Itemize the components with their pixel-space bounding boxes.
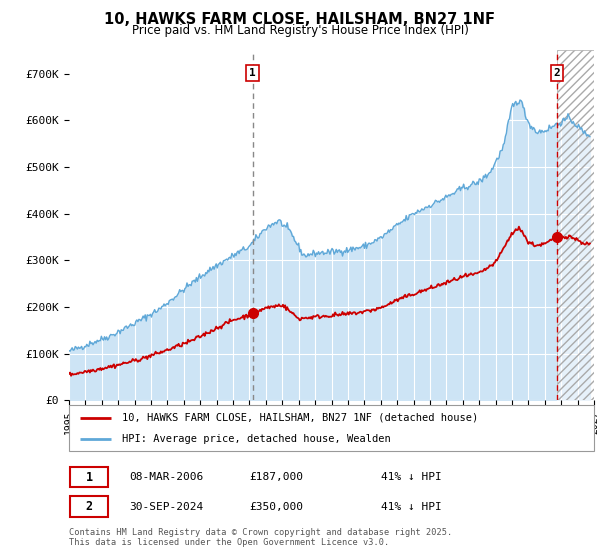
Text: Contains HM Land Registry data © Crown copyright and database right 2025.
This d: Contains HM Land Registry data © Crown c… bbox=[69, 528, 452, 547]
Text: 10, HAWKS FARM CLOSE, HAILSHAM, BN27 1NF (detached house): 10, HAWKS FARM CLOSE, HAILSHAM, BN27 1NF… bbox=[121, 413, 478, 423]
Text: 1: 1 bbox=[249, 68, 256, 78]
Text: 41% ↓ HPI: 41% ↓ HPI bbox=[381, 472, 442, 482]
Text: HPI: Average price, detached house, Wealden: HPI: Average price, detached house, Weal… bbox=[121, 435, 390, 444]
Text: 41% ↓ HPI: 41% ↓ HPI bbox=[381, 502, 442, 512]
Text: 2: 2 bbox=[554, 68, 560, 78]
Text: 08-MAR-2006: 08-MAR-2006 bbox=[129, 472, 203, 482]
Text: Price paid vs. HM Land Registry's House Price Index (HPI): Price paid vs. HM Land Registry's House … bbox=[131, 24, 469, 36]
Text: 30-SEP-2024: 30-SEP-2024 bbox=[129, 502, 203, 512]
Text: 2: 2 bbox=[86, 500, 93, 514]
Text: 10, HAWKS FARM CLOSE, HAILSHAM, BN27 1NF: 10, HAWKS FARM CLOSE, HAILSHAM, BN27 1NF bbox=[104, 12, 496, 27]
Text: 1: 1 bbox=[86, 470, 93, 484]
Bar bbox=[70, 497, 109, 517]
Bar bbox=[70, 467, 109, 487]
Text: £350,000: £350,000 bbox=[249, 502, 303, 512]
Text: £187,000: £187,000 bbox=[249, 472, 303, 482]
